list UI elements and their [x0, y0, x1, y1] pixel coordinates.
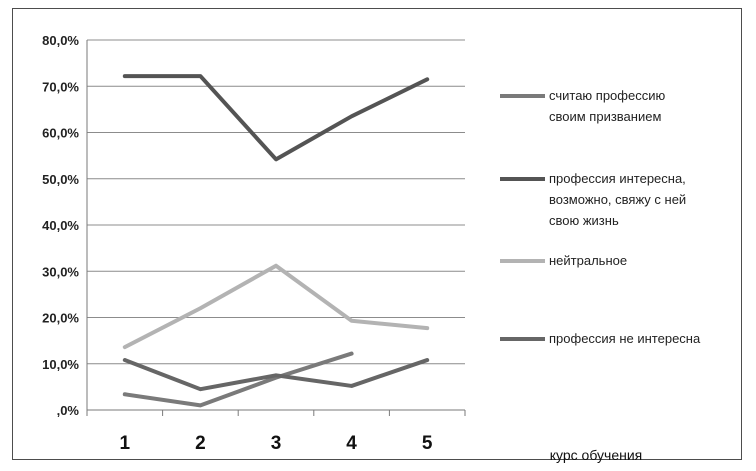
legend-label: профессия не интересна	[549, 331, 701, 346]
legend-label: свою жизнь	[549, 213, 619, 228]
y-tick-label: 10,0%	[42, 357, 79, 372]
x-tick-label: 5	[422, 433, 433, 454]
y-tick-label: 40,0%	[42, 218, 79, 233]
legend-label: считаю профессию	[549, 88, 665, 103]
legend-label: возможно, свяжу с ней	[549, 192, 686, 207]
y-tick-label: ,0%	[57, 403, 80, 418]
series-line-1	[122, 351, 354, 408]
y-tick-label: 20,0%	[42, 311, 79, 326]
x-tick-label: 3	[271, 433, 282, 454]
x-tick-label: 1	[120, 433, 131, 454]
legend-label: профессия интересна,	[549, 171, 686, 186]
legend-entry: считаю профессию своим призванием	[500, 88, 665, 124]
x-tick-label: 4	[346, 433, 357, 454]
legend-entry: нейтральное	[500, 253, 627, 268]
series-line-3	[122, 263, 430, 350]
y-axis-ticks: ,0% 10,0% 20,0% 30,0% 40,0% 50,0% 60,0% 70,0% 80…	[42, 33, 79, 418]
series-line-2	[122, 74, 430, 162]
y-tick-label: 60,0%	[42, 126, 79, 141]
legend-label: нейтральное	[549, 253, 627, 268]
axes	[86, 40, 466, 416]
legend-entry: профессия интересна, возможно, свяжу с не…	[500, 171, 686, 228]
x-axis-label: курс обучения	[550, 447, 643, 463]
y-tick-label: 30,0%	[42, 264, 79, 279]
y-tick-label: 50,0%	[42, 172, 79, 187]
x-tick-label: 2	[195, 433, 206, 454]
series-lines	[122, 74, 430, 408]
gridlines	[87, 39, 465, 365]
series-line-4	[122, 358, 430, 392]
legend-entry: профессия не интересна	[500, 331, 701, 346]
y-tick-label: 80,0%	[42, 33, 79, 48]
chart-frame	[12, 8, 742, 460]
legend: считаю профессию своим призванием професси…	[500, 88, 701, 346]
x-axis-ticks: 1 2 3 4 5	[120, 433, 433, 454]
y-tick-label: 70,0%	[42, 79, 79, 94]
legend-label: своим призванием	[549, 109, 661, 124]
